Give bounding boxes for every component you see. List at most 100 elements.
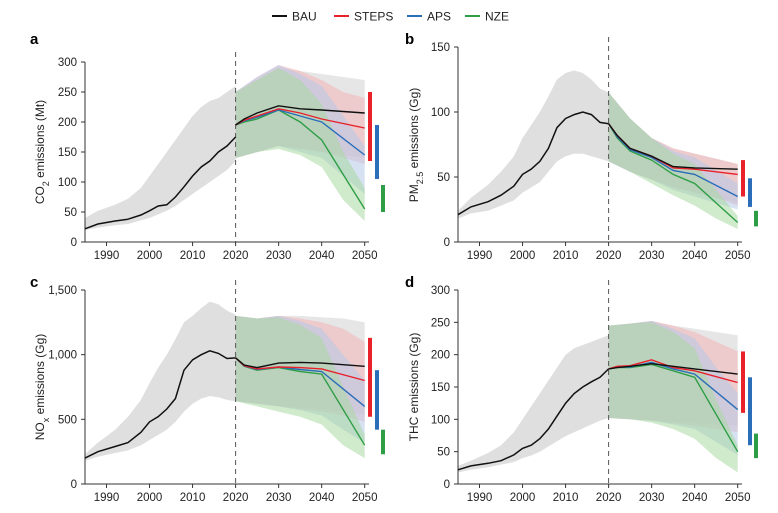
history-line-bau-a	[84, 136, 237, 230]
x-tick-label-d: 2030	[639, 492, 665, 504]
panel-letter-c: c	[30, 274, 38, 291]
series-line-nze-b	[608, 123, 739, 224]
x-tick-label-c: 1990	[94, 492, 120, 504]
panel-a: a CO2 emissions (Mt) 0 50 100 150 200 250 300 199…	[30, 31, 385, 262]
y-tick-label-a: 100	[58, 177, 77, 189]
y-tick-label-d: 0	[444, 479, 450, 491]
series-line-bau-b	[608, 123, 738, 170]
range-bar-nze-b	[754, 210, 758, 227]
range-bar-aps-a	[375, 125, 379, 179]
series-line-steps-a	[235, 108, 365, 129]
y-tick-label-c: 500	[58, 414, 77, 426]
range-bar-steps-b	[741, 160, 745, 197]
y-tick-label-b: 50	[437, 172, 450, 184]
history-line-bau-b	[457, 111, 609, 216]
panels: a CO2 emissions (Mt) 0 50 100 150 200 250 300 199…	[30, 31, 758, 504]
y-tick-label-d: 150	[431, 382, 450, 394]
x-tick-label-a: 2000	[137, 250, 163, 262]
x-tick-label-b: 1990	[467, 250, 493, 262]
series-line-bau-c	[235, 357, 365, 369]
x-tick-label-a: 2020	[223, 250, 249, 262]
range-bar-nze-c	[381, 429, 385, 455]
history-line-bau-c	[84, 350, 236, 459]
y-tick-label-d: 200	[431, 350, 450, 362]
x-tick-label-b: 2050	[725, 250, 751, 262]
range-bar-steps-c	[368, 337, 372, 417]
x-tick-label-d: 2040	[682, 492, 708, 504]
x-tick-label-c: 2020	[223, 492, 249, 504]
range-bar-steps-d	[741, 351, 745, 413]
panel-d: d THC emissions (Gg) 0 50 100 150 200 250 300 199…	[405, 274, 758, 504]
y-tick-label-c: 1,000	[48, 350, 77, 362]
range-bar-aps-d	[748, 377, 752, 446]
y-tick-label-d: 100	[431, 414, 450, 426]
series-line-bau-a	[235, 105, 365, 126]
x-tick-label-b: 2020	[596, 250, 622, 262]
panel-letter-d: d	[405, 274, 414, 291]
y-axis-label-a: CO2 emissions (Mt)	[33, 100, 51, 204]
x-tick-label-a: 2030	[266, 250, 292, 262]
legend: BAU STEPS APS NZE	[272, 10, 509, 24]
y-tick-label-b: 0	[444, 237, 450, 249]
x-tick-label-d: 2020	[596, 492, 622, 504]
range-bar-nze-d	[754, 433, 758, 459]
y-axis-label-d: THC emissions (Gg)	[407, 333, 421, 442]
y-tick-label-a: 150	[58, 147, 77, 159]
x-tick-label-b: 2030	[639, 250, 665, 262]
x-tick-label-d: 2050	[725, 492, 751, 504]
band-nze-c	[235, 315, 365, 459]
band-nze-d	[608, 322, 738, 473]
x-tick-label-c: 2010	[180, 492, 206, 504]
range-bar-aps-b	[748, 178, 752, 207]
y-tick-label-d: 250	[431, 317, 450, 329]
y-tick-label-d: 50	[437, 447, 450, 459]
x-tick-label-a: 1990	[94, 250, 120, 262]
x-tick-label-b: 2010	[553, 250, 579, 262]
x-tick-label-a: 2010	[180, 250, 206, 262]
y-tick-label-a: 0	[71, 237, 77, 249]
series-line-steps-d	[608, 359, 738, 384]
band-nze-a	[235, 68, 365, 221]
history-band-c	[85, 301, 236, 461]
history-band-d	[458, 335, 609, 473]
x-tick-label-b: 2040	[682, 250, 708, 262]
x-tick-label-b: 2000	[510, 250, 536, 262]
x-tick-label-a: 2050	[352, 250, 378, 262]
y-tick-label-b: 100	[431, 107, 450, 119]
panel-letter-a: a	[30, 31, 39, 48]
band-nze-b	[608, 92, 738, 229]
history-band-a	[85, 86, 236, 230]
y-tick-label-b: 150	[431, 42, 450, 54]
x-tick-label-d: 1990	[467, 492, 493, 504]
panel-c: c NOx emissions (Gg) 0 500 1,000 1,500 1990 200…	[30, 274, 385, 504]
history-line-bau-d	[457, 368, 610, 471]
y-tick-label-c: 0	[71, 479, 77, 491]
x-tick-label-d: 2010	[553, 492, 579, 504]
x-tick-label-a: 2040	[309, 250, 335, 262]
legend-label-steps: STEPS	[354, 10, 393, 24]
x-tick-label-c: 2030	[266, 492, 292, 504]
range-bar-nze-a	[381, 185, 385, 212]
legend-label-nze: NZE	[485, 10, 509, 24]
y-tick-label-c: 1,500	[48, 285, 77, 297]
legend-label-aps: APS	[427, 10, 451, 24]
panel-b: b PM2.5 emissions (Gg) 0 50 100 150 1990 2000 20…	[405, 31, 758, 262]
x-tick-label-c: 2000	[137, 492, 163, 504]
y-axis-label-b: PM2.5 emissions (Gg)	[407, 88, 425, 203]
series-line-bau-d	[608, 362, 738, 375]
y-tick-label-a: 300	[58, 57, 77, 69]
x-tick-label-c: 2050	[352, 492, 378, 504]
x-tick-label-d: 2000	[510, 492, 536, 504]
x-tick-label-c: 2040	[309, 492, 335, 504]
range-bar-aps-c	[375, 370, 379, 430]
y-tick-label-a: 200	[58, 117, 77, 129]
panel-letter-b: b	[405, 31, 414, 48]
y-tick-label-a: 50	[64, 207, 77, 219]
y-tick-label-a: 250	[58, 87, 77, 99]
y-tick-label-d: 300	[431, 285, 450, 297]
y-axis-label-c: NOx emissions (Gg)	[33, 334, 51, 441]
legend-label-bau: BAU	[292, 10, 317, 24]
series-line-aps-b	[608, 123, 739, 198]
history-band-b	[458, 70, 609, 219]
